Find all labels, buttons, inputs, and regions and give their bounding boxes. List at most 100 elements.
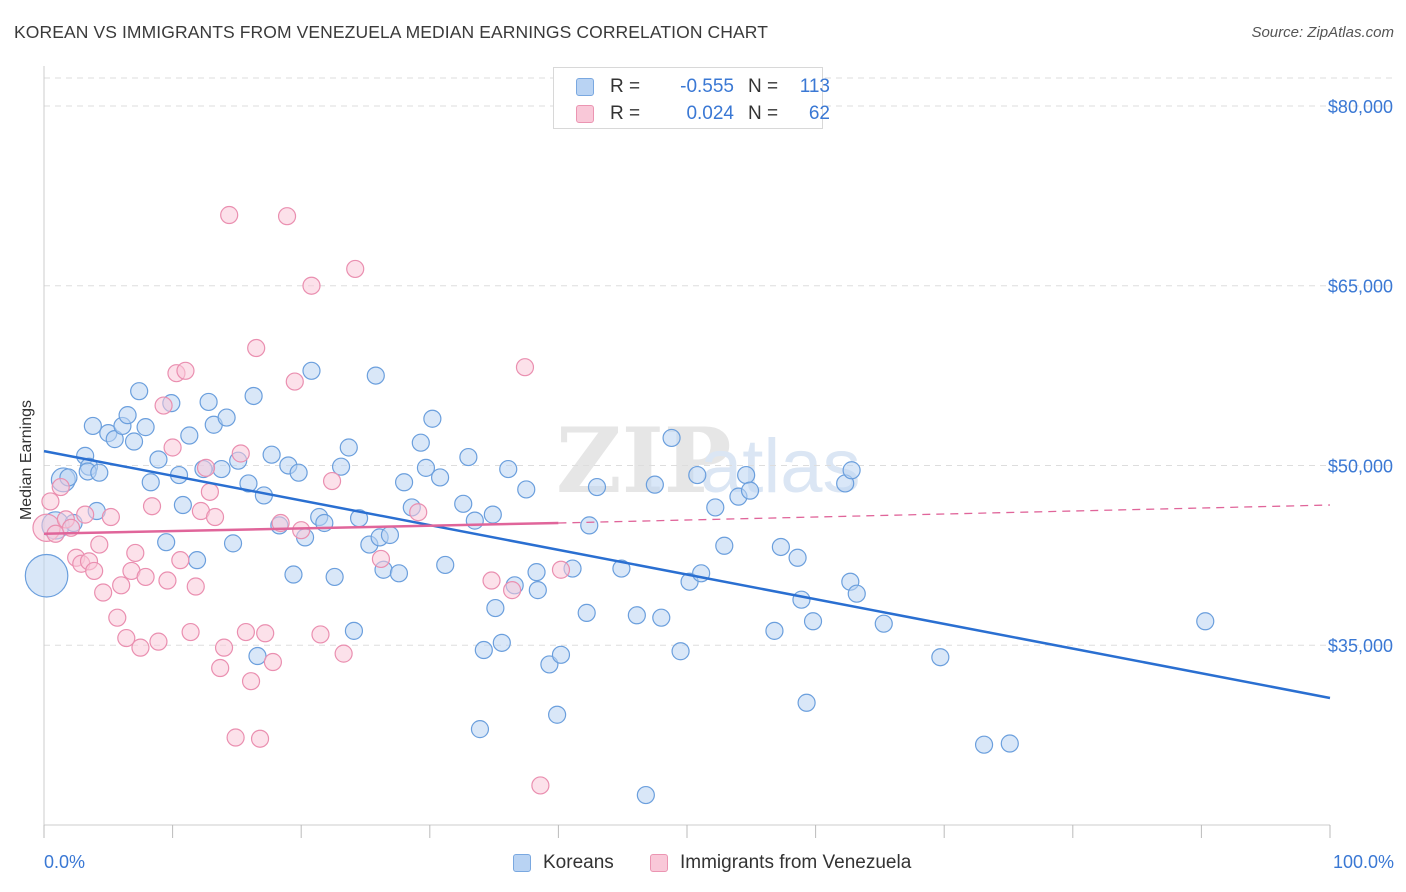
watermark-atlas: atlas — [700, 424, 861, 509]
venezuela-point — [181, 622, 200, 642]
korean-point — [740, 481, 760, 500]
x-tick-label-min: 0.0% — [44, 852, 86, 872]
venezuela-trend-line — [43, 521, 559, 536]
korean-point — [380, 525, 400, 545]
korean-point — [612, 559, 631, 578]
korean-point — [124, 432, 144, 451]
r-value: 0.024 — [686, 103, 734, 124]
korean-point — [430, 468, 450, 487]
korean-point — [389, 564, 409, 583]
venezuela-point — [231, 444, 250, 463]
korean-point — [344, 621, 364, 640]
venezuela-point — [551, 560, 571, 579]
korean-point — [149, 450, 168, 469]
y-tick-label: $65,000 — [1328, 277, 1393, 297]
korean-point — [239, 474, 258, 493]
venezuela-point — [263, 652, 283, 672]
venezuela-point — [482, 571, 501, 590]
venezuela-point — [409, 503, 428, 522]
venezuela-point — [76, 505, 95, 524]
korean-point — [737, 465, 756, 485]
korean-point — [289, 463, 308, 482]
korean-point — [765, 621, 784, 640]
korean-point — [180, 426, 199, 445]
venezuela-point — [149, 632, 168, 651]
venezuela-point — [90, 535, 109, 554]
korean-point — [416, 458, 436, 477]
venezuela-point — [196, 458, 216, 477]
korean-point — [366, 366, 385, 385]
legend-row-venezuela: R = 0.024 N = 62 — [576, 103, 830, 125]
venezuela-swatch-icon — [650, 854, 668, 872]
korean-point — [517, 480, 536, 499]
venezuela-point — [131, 638, 150, 657]
legend-label-venezuela: Immigrants from Venezuela — [680, 852, 912, 873]
venezuela-point — [205, 507, 225, 527]
korean-point — [771, 537, 790, 557]
korean-point — [483, 505, 502, 524]
venezuela-point — [214, 638, 234, 657]
korean-point — [797, 693, 816, 712]
koreans-swatch-icon — [576, 78, 594, 96]
venezuela-point — [94, 583, 113, 602]
correlation-legend: R = -0.555 N = 113 R = 0.024 N = 62 — [553, 67, 830, 129]
korean-point — [580, 516, 599, 535]
korean-point — [874, 614, 893, 633]
korean-trend-line — [43, 449, 1331, 700]
korean-point — [671, 642, 690, 661]
venezuela-point — [176, 361, 195, 380]
korean-point — [499, 459, 518, 479]
venezuela-point — [126, 543, 145, 563]
korean-point — [636, 785, 655, 805]
korean-point — [847, 584, 866, 603]
venezuela-point — [171, 551, 190, 570]
watermark-zip: ZIP — [556, 408, 731, 514]
venezuela-point — [322, 471, 342, 491]
venezuela-point — [277, 207, 297, 226]
korean-point — [436, 555, 455, 575]
legend-item-koreans: Koreans — [513, 852, 614, 874]
venezuela-point — [136, 567, 155, 587]
korean-point — [90, 463, 109, 482]
korean-point — [157, 533, 176, 552]
venezuela-point — [247, 338, 266, 358]
korean-point — [931, 648, 950, 667]
korean-point — [715, 536, 734, 555]
venezuela-point — [271, 513, 290, 533]
legend-row-koreans: R = -0.555 N = 113 — [576, 76, 830, 98]
venezuela-point — [346, 259, 365, 279]
venezuela-point — [285, 372, 304, 391]
korean-point — [662, 428, 681, 448]
venezuela-point — [112, 576, 131, 595]
legend-item-venezuela: Immigrants from Venezuela — [650, 852, 911, 874]
korean-point — [136, 418, 155, 437]
venezuela-point — [236, 622, 256, 642]
korean-point — [527, 563, 546, 582]
korean-point — [24, 553, 69, 598]
venezuela-point — [503, 581, 522, 600]
korean-point — [627, 606, 646, 625]
korean-point — [1000, 734, 1019, 753]
venezuela-point — [117, 628, 136, 648]
korean-point — [528, 581, 547, 600]
r-value: -0.555 — [680, 76, 734, 97]
chart-title: KOREAN VS IMMIGRANTS FROM VENEZUELA MEDI… — [14, 22, 768, 42]
source-attribution: Source: ZipAtlas.com — [1251, 24, 1394, 41]
venezuela-point — [51, 477, 70, 497]
venezuela-point — [302, 276, 321, 295]
korean-point — [244, 386, 263, 406]
korean-point — [173, 495, 192, 515]
venezuela-point — [334, 644, 353, 663]
korean-point — [83, 416, 102, 436]
y-tick-label: $35,000 — [1328, 636, 1393, 656]
korean-point — [212, 459, 231, 479]
venezuela-point — [211, 658, 230, 678]
venezuela-point — [241, 672, 261, 691]
n-label: N = — [748, 76, 779, 97]
korean-point — [223, 534, 243, 553]
korean-point — [459, 447, 478, 467]
y-tick-label: $80,000 — [1328, 97, 1393, 117]
r-label: R = — [610, 76, 641, 97]
korean-point — [974, 735, 994, 754]
